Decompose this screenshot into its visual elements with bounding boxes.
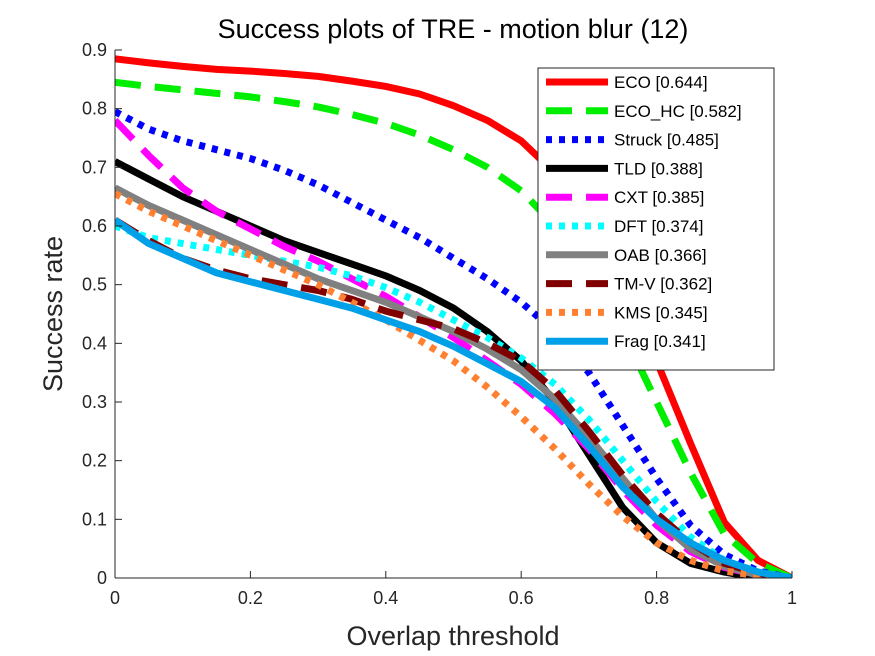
series-lines — [115, 55, 792, 578]
y-tick-label: 0.4 — [82, 333, 107, 353]
legend-label: ECO [0.644] — [614, 73, 708, 92]
y-axis-label: Success rate — [38, 236, 68, 392]
series-line-frag — [115, 217, 792, 578]
x-tick-label: 0.8 — [644, 588, 669, 608]
x-axis-label: Overlap threshold — [346, 621, 559, 651]
axes: 0 0.2 0.4 0.6 0.8 1 0 0.1 0.2 0.3 0.4 0.5 0.6 0.7 0.8 0… — [82, 40, 797, 608]
legend-label: DFT [0.374] — [614, 217, 703, 236]
legend-label: Frag [0.341] — [614, 332, 706, 351]
series-line-struck — [115, 108, 792, 578]
legend-label: OAB [0.366] — [614, 246, 707, 265]
x-tick-label: 0 — [110, 588, 120, 608]
legend-label: TM-V [0.362] — [614, 275, 712, 294]
y-tick-label: 0.8 — [82, 99, 107, 119]
legend-label: TLD [0.388] — [614, 159, 703, 178]
y-tick-label: 0.5 — [82, 275, 107, 295]
series-line-kms — [115, 190, 792, 578]
x-tick-label: 0.4 — [373, 588, 398, 608]
y-tick-label: 0.6 — [82, 216, 107, 236]
series-line-eco — [115, 55, 792, 578]
y-tick-label: 0.1 — [82, 509, 107, 529]
legend-label: KMS [0.345] — [614, 303, 708, 322]
legend: ECO [0.644] ECO_HC [0.582] Struck [0.485] T… — [537, 67, 775, 371]
legend-label: ECO_HC [0.582] — [614, 102, 742, 121]
x-tick-label: 1 — [787, 588, 797, 608]
y-tick-label: 0 — [97, 568, 107, 588]
series-line-dft — [115, 222, 792, 578]
series-line-eco-hc — [115, 78, 792, 578]
legend-label: CXT [0.385] — [614, 188, 704, 207]
legend-box — [537, 67, 775, 371]
y-tick-label: 0.9 — [82, 40, 107, 60]
x-tick-label: 0.6 — [509, 588, 534, 608]
y-tick-label: 0.2 — [82, 451, 107, 471]
y-tick-label: 0.7 — [82, 157, 107, 177]
y-tick-label: 0.3 — [82, 392, 107, 412]
chart-title: Success plots of TRE - motion blur (12) — [218, 14, 689, 44]
legend-label: Struck [0.485] — [614, 131, 719, 150]
series-line-cxt — [115, 117, 792, 578]
x-tick-label: 0.2 — [238, 588, 263, 608]
